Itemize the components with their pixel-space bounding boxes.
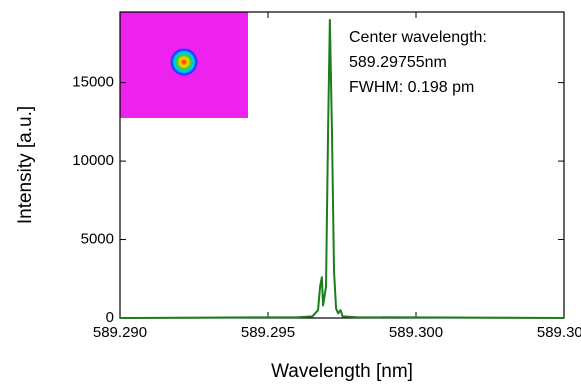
y-tick-label: 10000: [72, 152, 114, 169]
x-tick-label: 589.290: [93, 324, 147, 341]
annotation: Center wavelength:: [349, 29, 487, 46]
chart: Wavelength [nm] Intensity [a.u.] Center …: [0, 0, 581, 384]
inset-spot: [170, 48, 198, 76]
y-tick-label: 0: [106, 309, 114, 326]
x-tick-label: 589.300: [389, 324, 443, 341]
x-tick-label: 589.295: [241, 324, 295, 341]
x-axis-label: Wavelength [nm]: [271, 361, 413, 382]
x-tick-label: 589.305: [537, 324, 581, 341]
annotation: FWHM: 0.198 pm: [349, 79, 474, 96]
page: {"chart_data": {"type": "line", "x_label…: [0, 0, 581, 384]
y-tick-label: 15000: [72, 74, 114, 91]
annotation: 589.29755nm: [349, 54, 447, 71]
y-axis-label: Intensity [a.u.]: [15, 106, 36, 224]
y-tick-label: 5000: [81, 231, 114, 248]
